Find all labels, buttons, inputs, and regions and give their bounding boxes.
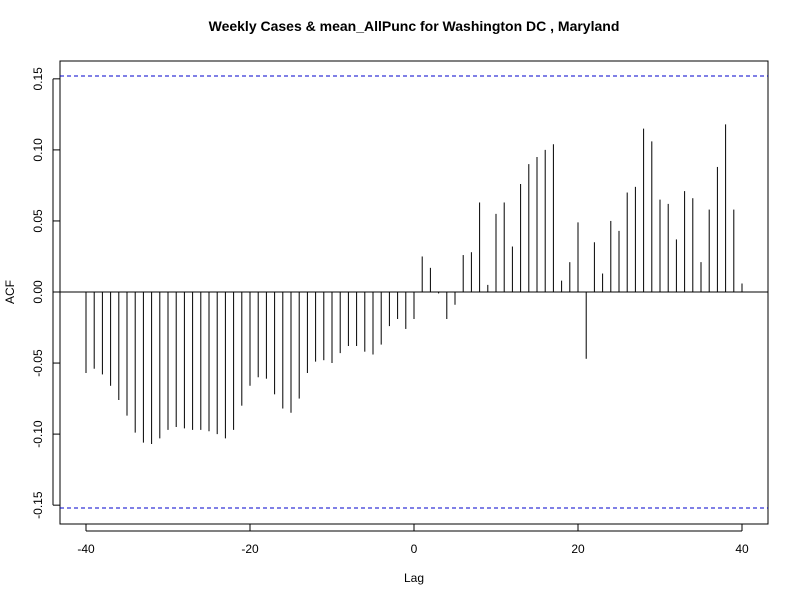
y-tick-label: -0.15	[31, 491, 45, 519]
y-axis: -0.15 -0.10 -0.05 0.00 0.05 0.10 0.15	[31, 67, 60, 519]
confidence-bounds	[60, 75, 768, 509]
acf-spikes	[85, 124, 743, 445]
x-tick-label: 20	[571, 542, 585, 556]
y-tick-label: 0.00	[31, 280, 45, 304]
y-tick-label: 0.05	[31, 209, 45, 233]
y-tick-label: 0.15	[31, 67, 45, 91]
chart-title: Weekly Cases & mean_AllPunc for Washingt…	[209, 18, 620, 34]
x-tick-label: -40	[77, 542, 95, 556]
y-tick-label: -0.10	[31, 420, 45, 448]
x-tick-label: -20	[241, 542, 259, 556]
y-axis-label: ACF	[3, 280, 17, 304]
y-tick-label: 0.10	[31, 138, 45, 162]
x-tick-label: 0	[411, 542, 418, 556]
x-tick-label: 40	[735, 542, 749, 556]
y-tick-label: -0.05	[31, 349, 45, 377]
x-axis-label: Lag	[404, 571, 424, 585]
x-axis: -40 -20 0 20 40	[77, 524, 749, 556]
